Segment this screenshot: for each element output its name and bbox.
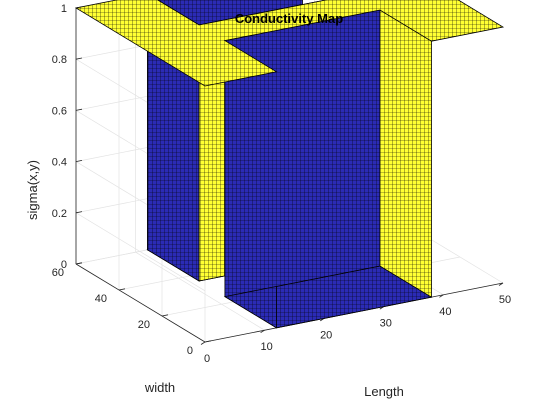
x-tick-label: 0: [204, 353, 210, 365]
surface-plot: [74, 0, 505, 329]
x-tick-label: 20: [320, 329, 332, 341]
z-tick: [75, 211, 83, 214]
y-axis-label: width: [144, 380, 175, 395]
z-tick: [75, 57, 83, 60]
x-axis-label: Length: [364, 384, 404, 399]
x-tick-label: 30: [380, 318, 392, 330]
z-axis-label: sigma(x,y): [25, 160, 40, 220]
z-tick-label: 0.4: [52, 157, 67, 169]
z-tick-label: 0.2: [52, 208, 67, 220]
y-tick-label: 60: [52, 267, 64, 279]
x-tick-label: 10: [260, 341, 272, 353]
y-tick: [161, 314, 169, 317]
z-tick-label: 0: [61, 259, 67, 271]
trough-wall-right-front: [379, 9, 432, 298]
z-tick: [75, 160, 83, 162]
z-tick-label: 0.6: [52, 105, 67, 117]
x-tick: [200, 341, 206, 345]
y-tick: [118, 288, 126, 291]
y-tick: [204, 340, 212, 343]
x-tick-label: 40: [439, 306, 451, 318]
x-tick-label: 50: [499, 294, 511, 306]
z-tick: [75, 108, 83, 111]
trough-wall-back-front: [224, 9, 381, 298]
z-tick-label: 0.8: [52, 54, 67, 66]
plateau-top: [74, 0, 505, 87]
x-tick: [260, 329, 265, 334]
x-tick: [439, 294, 444, 298]
chart-title: Conductivity Map: [235, 11, 343, 26]
x-tick: [498, 282, 504, 286]
z-tick-label: 1: [61, 3, 67, 15]
y-tick-label: 20: [138, 319, 150, 331]
z-tick: [75, 262, 83, 265]
y-tick-label: 40: [95, 293, 107, 305]
axis-labels: Conductivity Map Length width sigma(x,y): [25, 11, 404, 399]
y-axis-line: [75, 263, 206, 343]
y-tick-label: 0: [187, 345, 193, 357]
